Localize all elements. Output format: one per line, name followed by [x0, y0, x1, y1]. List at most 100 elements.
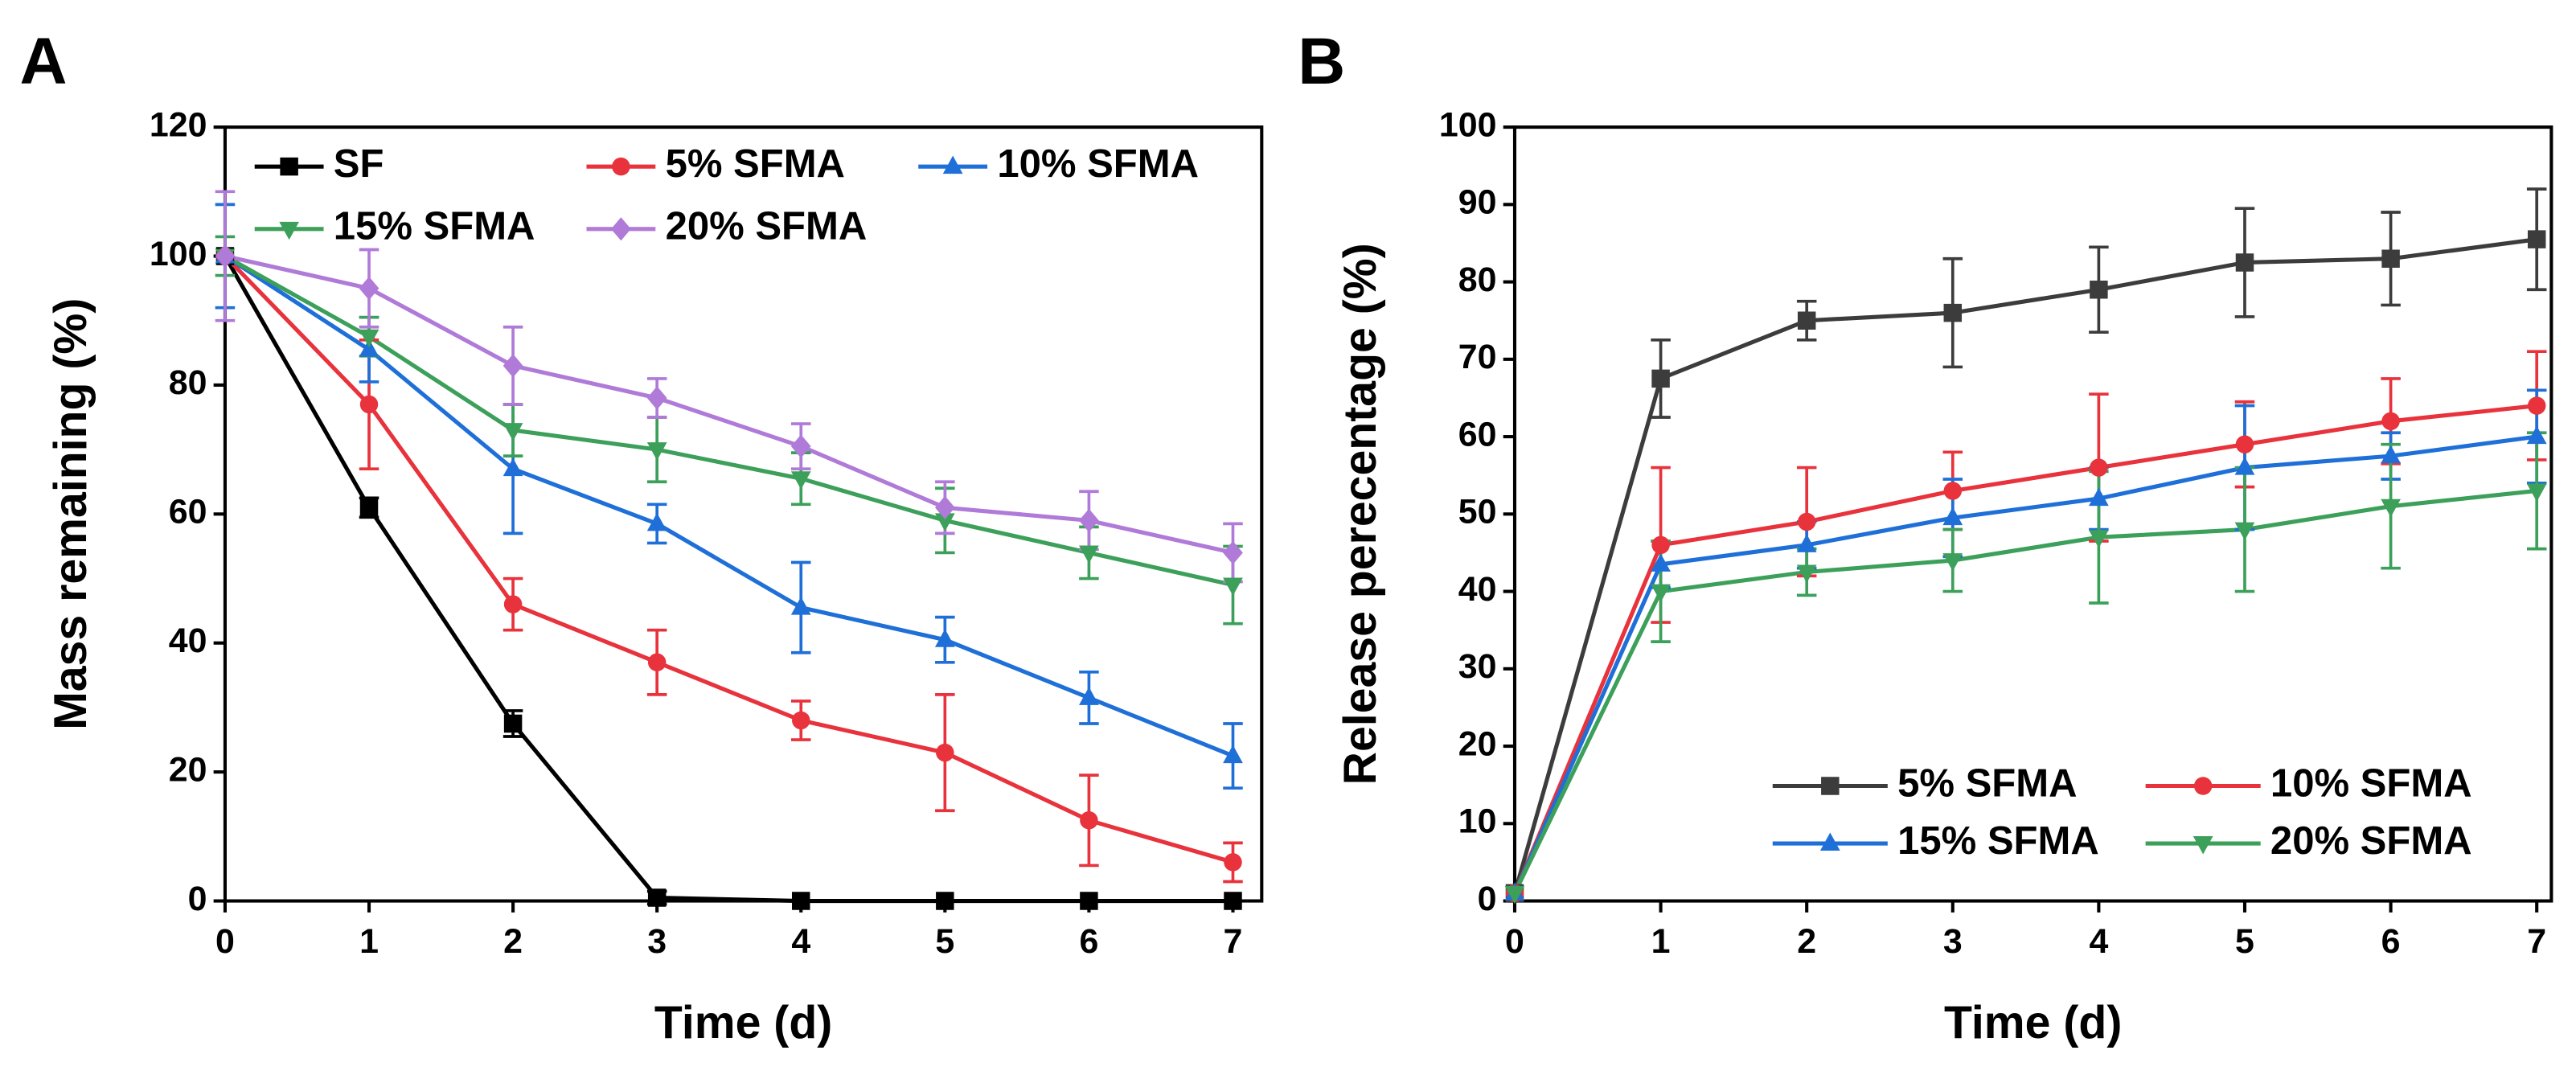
- data-point: [936, 892, 954, 910]
- legend-label: 20% SFMA: [2270, 819, 2472, 863]
- data-point: [646, 442, 667, 461]
- data-point: [790, 434, 811, 458]
- y-tick-label: 0: [188, 880, 207, 918]
- x-tick-label: 7: [1224, 922, 1243, 961]
- data-point: [2527, 396, 2546, 415]
- y-tick-label: 0: [1478, 880, 1497, 918]
- data-point: [646, 386, 667, 410]
- data-point: [502, 354, 523, 378]
- data-point: [2234, 457, 2255, 475]
- data-point: [502, 423, 523, 441]
- y-tick-label: 40: [169, 622, 207, 660]
- data-point: [1797, 512, 1816, 531]
- data-point: [936, 743, 954, 762]
- data-point: [1223, 745, 1243, 764]
- y-tick-label: 80: [169, 363, 207, 402]
- y-tick-label: 20: [169, 750, 207, 789]
- data-point: [1651, 584, 1671, 603]
- legend-marker: [279, 221, 299, 240]
- data-point: [359, 277, 379, 301]
- data-point: [359, 338, 379, 357]
- series-line: [224, 254, 1234, 864]
- legend-label: 15% SFMA: [334, 205, 535, 248]
- data-point: [790, 597, 811, 615]
- data-point: [2090, 280, 2108, 299]
- y-axis-title: Mass remaining (%): [45, 298, 96, 730]
- series-line: [1512, 488, 2537, 895]
- y-tick-label: 80: [1458, 261, 1497, 299]
- legend-marker: [612, 157, 630, 176]
- legend-marker: [2193, 777, 2213, 795]
- chart: B 0 10 20 30 40 50 60 70 80 90 100 0 1 2 3 4 5 6 7 Time (d) R…: [1298, 25, 2553, 1048]
- legend-marker: [1821, 777, 1840, 795]
- y-tick-label: 100: [150, 235, 207, 273]
- data-point: [1079, 687, 1099, 705]
- legend-label: 10% SFMA: [997, 142, 1199, 186]
- data-point: [2526, 483, 2547, 502]
- data-point: [2089, 530, 2109, 548]
- data-point: [359, 395, 379, 414]
- x-axis-title: Time (d): [654, 997, 832, 1048]
- panel-label: A: [20, 25, 68, 98]
- x-tick-label: 1: [359, 922, 379, 961]
- data-point: [1224, 892, 1242, 910]
- data-point: [2235, 253, 2254, 272]
- data-point: [934, 513, 955, 531]
- legend-label: 20% SFMA: [666, 205, 868, 248]
- y-tick-label: 70: [1458, 338, 1497, 376]
- data-point: [1080, 892, 1098, 910]
- data-point: [1651, 553, 1671, 572]
- series-line: [1512, 434, 2537, 894]
- y-tick-label: 10: [1458, 802, 1497, 841]
- data-point: [359, 498, 379, 517]
- data-point: [934, 629, 955, 647]
- data-point: [1079, 545, 1099, 564]
- data-point: [1943, 482, 1963, 500]
- x-tick-label: 5: [935, 922, 954, 961]
- legend-label: SF: [334, 142, 384, 186]
- data-point: [792, 711, 810, 730]
- legend-label: 15% SFMA: [1897, 819, 2099, 863]
- data-point: [792, 892, 810, 910]
- data-point: [1942, 507, 1963, 526]
- x-tick-label: 5: [2235, 922, 2254, 961]
- data-point: [2526, 425, 2547, 445]
- data-point: [2234, 522, 2255, 541]
- data-point: [2089, 487, 2109, 507]
- data-point: [2381, 249, 2400, 268]
- data-point: [2381, 498, 2401, 518]
- legend-label: 5% SFMA: [666, 142, 845, 186]
- data-point: [1797, 311, 1816, 330]
- legend-marker: [280, 157, 298, 176]
- series-line: [223, 255, 1233, 904]
- x-tick-label: 0: [215, 922, 235, 961]
- chart: A 0 20 40 60 80 100 120 0 1 2 3 4 5 6 7 Time (d) Mass rem…: [20, 25, 1264, 1048]
- data-point: [2381, 445, 2401, 464]
- legend-label: 10% SFMA: [2270, 761, 2472, 805]
- data-point: [1224, 853, 1242, 872]
- data-point: [1942, 553, 1963, 572]
- data-point: [1079, 508, 1099, 532]
- data-point: [1223, 540, 1243, 565]
- series-line: [224, 254, 1234, 555]
- data-point: [2235, 435, 2254, 453]
- series-line: [1512, 404, 2537, 894]
- x-tick-label: 3: [647, 922, 667, 961]
- x-tick-label: 6: [1079, 922, 1098, 961]
- y-axis-title: Release perecentage (%): [1335, 243, 1386, 785]
- legend-marker: [1819, 832, 1840, 851]
- data-point: [1504, 885, 1525, 905]
- y-tick-label: 20: [1458, 724, 1497, 763]
- x-tick-label: 2: [1797, 922, 1816, 961]
- panel-label: B: [1298, 25, 1345, 98]
- legend-marker: [611, 217, 631, 241]
- data-point: [647, 888, 667, 907]
- data-point: [647, 653, 667, 672]
- x-tick-label: 1: [1651, 922, 1671, 961]
- x-tick-label: 7: [2527, 922, 2546, 961]
- x-tick-label: 0: [1505, 922, 1524, 961]
- series-line: [1512, 237, 2537, 894]
- plot-frame: [1512, 125, 2553, 903]
- data-point: [2090, 458, 2108, 477]
